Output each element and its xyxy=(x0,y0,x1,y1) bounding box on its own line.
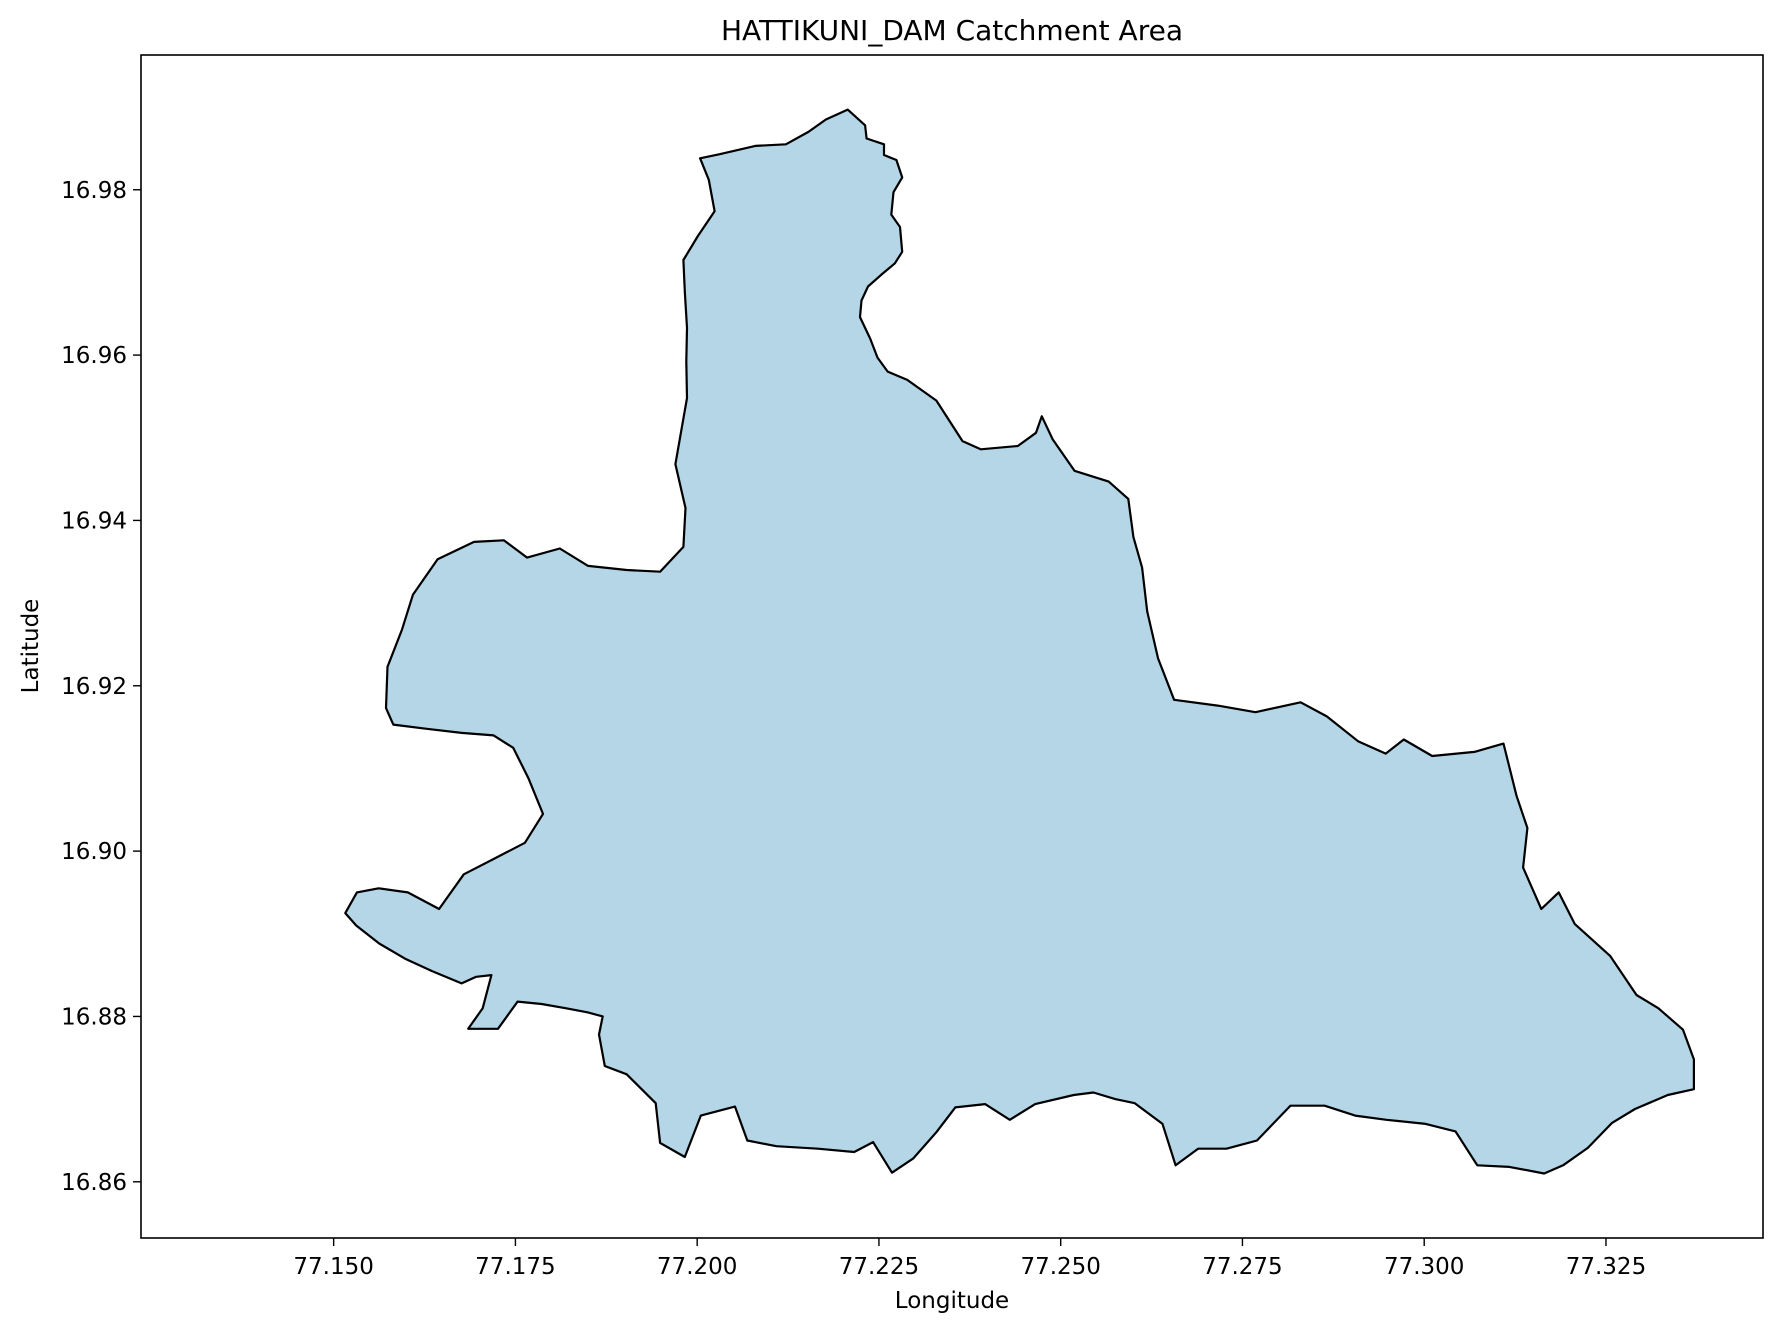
y-tick-label: 16.94 xyxy=(61,508,127,534)
y-tick-label: 16.86 xyxy=(61,1170,127,1196)
x-axis-label: Longitude xyxy=(895,1288,1009,1314)
plot-frame xyxy=(140,54,1764,1239)
y-axis-label: Latitude xyxy=(18,599,44,694)
x-tick-label: 77.250 xyxy=(1020,1254,1100,1280)
y-tick-label: 16.98 xyxy=(61,178,127,204)
y-tick-label: 16.92 xyxy=(61,674,127,700)
x-axis: 77.150 77.175 77.200 77.225 77.250 77.275 77.3… xyxy=(293,1238,1646,1280)
x-tick-label: 77.225 xyxy=(839,1254,919,1280)
x-tick-label: 77.175 xyxy=(475,1254,555,1280)
x-tick-label: 77.200 xyxy=(657,1254,737,1280)
y-tick-label: 16.88 xyxy=(61,1004,127,1030)
y-tick-label: 16.90 xyxy=(61,839,127,865)
x-tick-label: 77.275 xyxy=(1202,1254,1282,1280)
plot-area xyxy=(140,54,1764,1239)
x-tick-label: 77.325 xyxy=(1566,1254,1646,1280)
x-tick-label: 77.300 xyxy=(1384,1254,1464,1280)
y-tick-label: 16.96 xyxy=(61,343,127,369)
x-tick-label: 77.150 xyxy=(293,1254,373,1280)
map-title: HATTIKUNI_DAM Catchment Area xyxy=(721,14,1183,47)
y-axis: 16.86 16.88 16.90 16.92 16.94 16.96 16.98 xyxy=(61,178,141,1196)
catchment-area-polygon xyxy=(344,108,1695,1175)
